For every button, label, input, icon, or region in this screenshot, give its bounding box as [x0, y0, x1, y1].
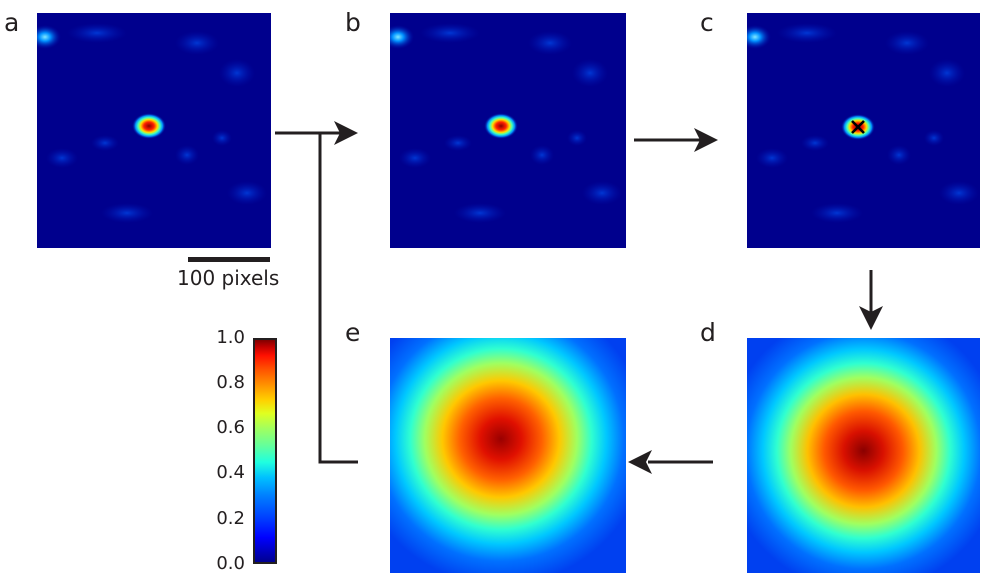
panel-label-d: d: [700, 318, 716, 347]
panel-label-c: c: [700, 8, 714, 37]
colorbar-tick: 0.0: [216, 553, 245, 574]
arrowhead-b: [334, 121, 358, 145]
panel-b-heatmap: [390, 13, 626, 248]
scale-bar: [188, 257, 270, 262]
panel-label-b: b: [345, 8, 361, 37]
colorbar-tick: 0.8: [216, 372, 245, 393]
panel-a-heatmap: [37, 13, 271, 248]
panel-e-heatmap: [390, 338, 626, 573]
arrow-e-to-b-loop: [318, 133, 358, 464]
arrowhead-d: [859, 306, 883, 330]
panel-c-heatmap: [747, 13, 980, 248]
colorbar-tick: 0.4: [216, 462, 245, 483]
colorbar-tick: 1.0: [216, 327, 245, 348]
peak-x-marker: [851, 120, 865, 134]
panel-label-a: a: [4, 8, 20, 37]
scale-bar-label: 100 pixels: [177, 266, 280, 290]
panel-label-e: e: [345, 318, 361, 347]
colorbar-tick: 0.6: [216, 417, 245, 438]
colorbar: [253, 338, 277, 564]
colorbar-tick: 0.2: [216, 508, 245, 529]
arrowhead-c: [694, 128, 718, 152]
panel-d-heatmap: [747, 338, 980, 573]
arrowhead-e: [628, 450, 652, 474]
